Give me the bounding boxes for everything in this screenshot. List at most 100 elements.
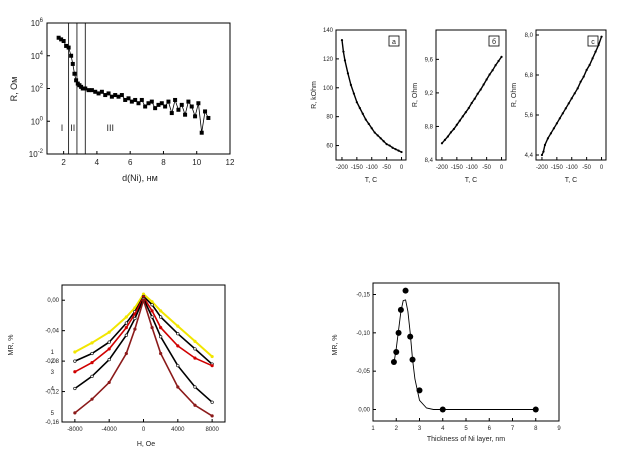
- data-point: [379, 137, 382, 140]
- x-tick-label: 0: [400, 165, 404, 171]
- data-point: [542, 150, 545, 153]
- data-point: [373, 131, 376, 134]
- data-point: [186, 99, 191, 104]
- x-tick-label: 5: [464, 426, 468, 432]
- data-point: [149, 99, 154, 104]
- data-point: [133, 316, 137, 321]
- data-point: [156, 102, 161, 107]
- y-tick-label: 80: [326, 115, 333, 121]
- data-point: [176, 107, 181, 112]
- data-point: [119, 93, 124, 98]
- data-point: [150, 300, 154, 304]
- data-point: [153, 106, 158, 111]
- data-point: [70, 61, 75, 66]
- x-tick-label: -150: [451, 165, 464, 171]
- data-point: [143, 104, 148, 109]
- data-point: [395, 329, 402, 336]
- data-point: [73, 370, 77, 374]
- data-point: [150, 303, 154, 307]
- data-point: [176, 344, 180, 348]
- x-tick-label: 4000: [171, 427, 185, 433]
- data-point: [123, 97, 128, 102]
- x-tick-label: -8000: [67, 427, 83, 433]
- data-point: [443, 138, 447, 141]
- data-point: [449, 131, 452, 134]
- data-point: [479, 88, 482, 91]
- data-point: [558, 117, 561, 120]
- y-tick-label: -0,10: [356, 331, 370, 337]
- panel-label-p2c: с: [591, 39, 595, 46]
- y-tick-label: 106: [31, 18, 44, 28]
- data-point: [397, 306, 404, 313]
- data-point: [59, 37, 64, 42]
- data-point: [93, 89, 98, 94]
- chart-mr-vs-field: -8000 -4000 0 4000 8000 0,00 -0,04 -0,08 -0,12 -0…: [8, 284, 226, 448]
- data-point: [124, 351, 128, 356]
- data-point: [107, 380, 111, 385]
- data-point: [467, 106, 470, 110]
- data-point: [488, 73, 491, 76]
- x-tick-label: 0: [142, 427, 146, 433]
- series-number: 2: [51, 359, 55, 365]
- data-point: [370, 127, 373, 130]
- data-point: [358, 106, 361, 110]
- data-point: [352, 92, 355, 95]
- data-point: [56, 35, 61, 40]
- data-point: [402, 287, 409, 294]
- data-point: [150, 315, 154, 319]
- data-point: [390, 358, 397, 365]
- data-point: [199, 130, 204, 135]
- data-point: [159, 315, 163, 319]
- x-tick-label: 6: [128, 158, 133, 167]
- data-point: [364, 118, 367, 121]
- series-number: 4: [51, 387, 55, 393]
- y-tick-label: -0,08: [45, 359, 59, 365]
- x-axis-label-p2a: T, C: [365, 177, 377, 184]
- data-point: [173, 97, 178, 102]
- y-tick-label: 100: [31, 116, 44, 126]
- data-points-p2b: [440, 55, 503, 145]
- data-point: [376, 134, 379, 137]
- plot-frame-p2a: [335, 29, 407, 161]
- data-point: [346, 72, 350, 75]
- region-label: II: [70, 123, 75, 133]
- data-point: [193, 385, 197, 389]
- x-axis-label-p4: Thickness of Ni layer, nm: [427, 436, 505, 443]
- data-point: [455, 123, 458, 126]
- data-point: [210, 400, 214, 404]
- data-point: [388, 144, 391, 147]
- data-point: [600, 35, 603, 38]
- data-point: [90, 397, 94, 401]
- panel-label-p2b: б: [492, 38, 496, 46]
- y-tick-label: -0,04: [45, 329, 59, 335]
- data-point: [169, 111, 174, 116]
- data-point: [83, 86, 88, 91]
- data-point: [473, 97, 476, 100]
- data-point: [361, 112, 364, 115]
- data-point: [458, 119, 461, 122]
- series-line-5: [74, 297, 213, 417]
- y-tick-label: 104: [31, 51, 44, 61]
- plot-frame-p4: [372, 282, 560, 422]
- x-tick-label: 4: [95, 158, 100, 167]
- x-tick-label: -150: [551, 165, 564, 171]
- data-point: [482, 83, 485, 86]
- data-points-p2c: [540, 35, 603, 157]
- data-point: [159, 309, 163, 313]
- y-tick-label: 6,8: [525, 73, 534, 79]
- data-point: [124, 333, 128, 337]
- data-points-p2a: [340, 39, 403, 154]
- data-point: [343, 59, 347, 62]
- data-point: [133, 327, 137, 331]
- ticks-p1: 2 4 6 8 10 12 10-2 100 102 104 106: [29, 18, 235, 167]
- y-axis-label-p3: MR, %: [8, 335, 15, 356]
- data-point: [72, 71, 77, 76]
- data-point: [196, 101, 201, 106]
- y-tick-label: 0,00: [358, 408, 370, 414]
- data-point: [193, 347, 197, 351]
- data-point: [90, 374, 94, 378]
- data-point: [582, 75, 585, 78]
- data-point: [64, 43, 69, 48]
- series-number: 5: [51, 411, 55, 417]
- x-tick-label: -4000: [102, 427, 118, 433]
